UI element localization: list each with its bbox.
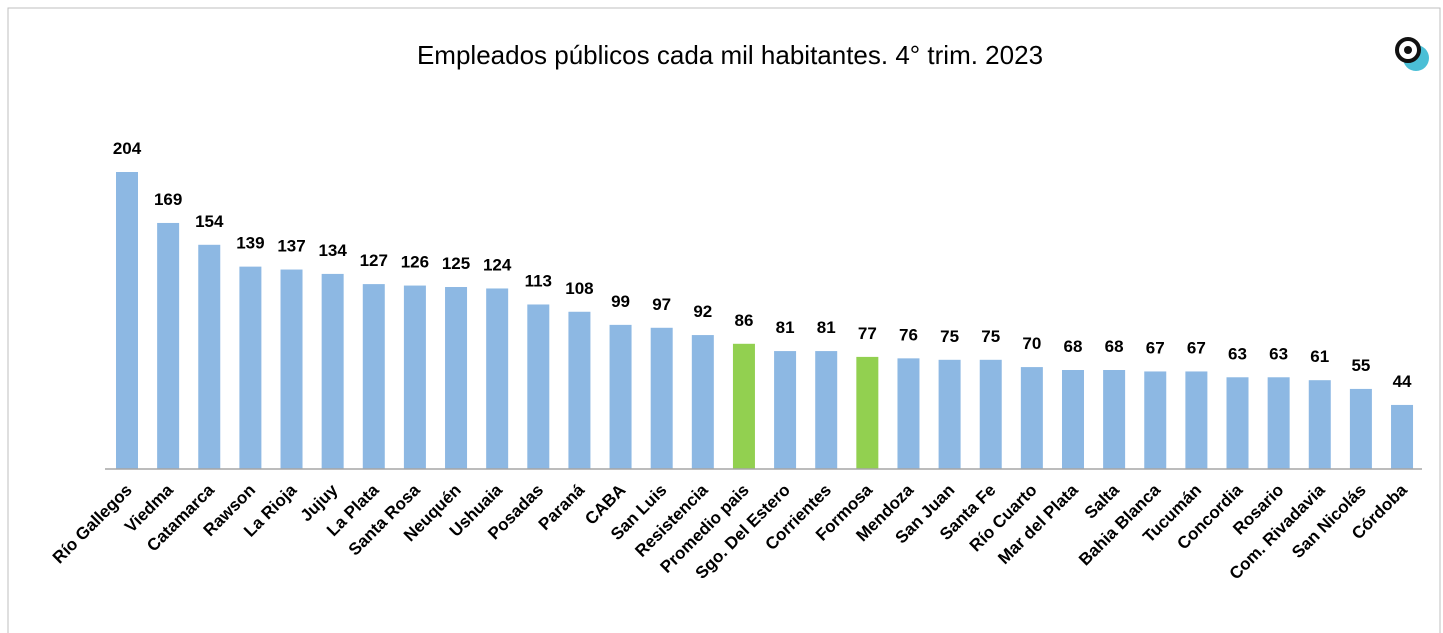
- value-label: 169: [154, 190, 182, 209]
- bar: [1020, 367, 1043, 469]
- value-label: 81: [817, 318, 836, 337]
- chart-title: Empleados públicos cada mil habitantes. …: [417, 40, 1043, 70]
- value-label: 44: [1393, 372, 1412, 391]
- bar: [321, 273, 344, 469]
- bar: [280, 269, 303, 469]
- bar: [1308, 380, 1331, 469]
- bar: [650, 327, 673, 469]
- x-tick-label: Paraná: [535, 480, 589, 534]
- value-label: 63: [1269, 344, 1288, 363]
- value-label: 137: [277, 237, 305, 256]
- value-label: 61: [1310, 347, 1329, 366]
- value-label: 75: [981, 327, 1000, 346]
- value-label: 154: [195, 212, 224, 231]
- value-label: 67: [1146, 338, 1165, 357]
- value-label: 76: [899, 325, 918, 344]
- bar: [691, 335, 714, 469]
- bar: [815, 351, 838, 469]
- bar: [157, 222, 180, 469]
- bar: [732, 343, 755, 469]
- bar: [568, 311, 591, 469]
- value-label: 68: [1064, 337, 1083, 356]
- bar: [116, 172, 138, 469]
- bar: [527, 304, 550, 469]
- value-label: 125: [442, 254, 470, 273]
- value-label: 126: [401, 253, 429, 272]
- value-label: 77: [858, 324, 877, 343]
- value-label: 97: [652, 295, 671, 314]
- bar: [1226, 377, 1249, 469]
- bar: [897, 358, 920, 469]
- value-label: 68: [1105, 337, 1124, 356]
- value-label: 99: [611, 292, 630, 311]
- bar: [1185, 371, 1208, 469]
- bar: [403, 285, 426, 469]
- value-label: 75: [940, 327, 959, 346]
- value-label: 139: [236, 234, 264, 253]
- bar: [1061, 370, 1084, 469]
- bar: [1267, 377, 1290, 469]
- bar: [362, 284, 385, 469]
- value-label: 127: [360, 251, 388, 270]
- value-label: 55: [1351, 356, 1370, 375]
- bar: [198, 244, 221, 469]
- value-label: 92: [693, 302, 712, 321]
- bar: [1349, 388, 1372, 469]
- logo: [1395, 37, 1429, 71]
- value-label: 113: [525, 271, 552, 290]
- bar: [774, 351, 797, 469]
- bar: [239, 266, 262, 469]
- bar: [445, 287, 468, 469]
- chart-border: [7, 7, 1441, 633]
- bar: [1103, 370, 1126, 469]
- value-label: 134: [318, 241, 347, 260]
- bar: [938, 359, 961, 469]
- value-label: 63: [1228, 344, 1247, 363]
- bar: [609, 324, 632, 469]
- bar: [486, 288, 509, 469]
- value-label: 70: [1022, 334, 1041, 353]
- value-label: 124: [483, 255, 512, 274]
- bar: [1144, 371, 1167, 469]
- bar: [979, 359, 1002, 469]
- value-label: 204: [113, 139, 142, 158]
- value-label: 81: [776, 318, 795, 337]
- bar: [856, 356, 879, 469]
- value-label: 108: [565, 279, 593, 298]
- value-label: 67: [1187, 338, 1206, 357]
- bar: [1391, 404, 1414, 469]
- value-label: 86: [734, 311, 753, 330]
